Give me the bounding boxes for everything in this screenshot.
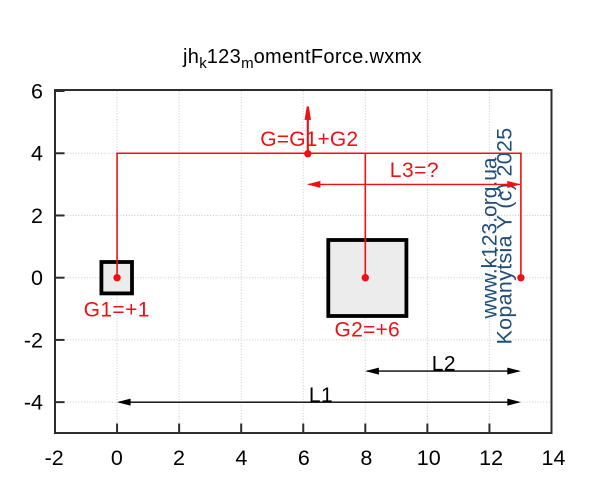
svg-text:G1=+1: G1=+1 <box>84 299 150 322</box>
svg-text:G=G1+G2: G=G1+G2 <box>260 128 358 151</box>
svg-text:-2: -2 <box>45 446 64 470</box>
svg-text:10: 10 <box>417 446 441 470</box>
svg-text:8: 8 <box>360 446 372 470</box>
svg-text:L2: L2 <box>432 353 456 376</box>
svg-text:2: 2 <box>31 204 43 228</box>
svg-text:L1: L1 <box>309 384 333 407</box>
svg-text:12: 12 <box>479 446 503 470</box>
svg-text:2: 2 <box>173 446 185 470</box>
svg-text:14: 14 <box>542 446 566 470</box>
svg-text:-4: -4 <box>24 391 43 415</box>
svg-text:-2: -2 <box>24 328 43 352</box>
svg-text:Kopanytsia Y (c) 2025: Kopanytsia Y (c) 2025 <box>492 127 516 344</box>
svg-text:4: 4 <box>31 142 43 166</box>
svg-text:jhk123momentForce.wxmx: jhk123momentForce.wxmx <box>182 46 422 72</box>
svg-text:4: 4 <box>235 446 247 470</box>
svg-text:www.k123.org.ua: www.k123.org.ua <box>479 157 502 319</box>
svg-text:0: 0 <box>31 266 43 290</box>
svg-text:L3=?: L3=? <box>390 159 439 182</box>
svg-text:0: 0 <box>111 446 123 470</box>
svg-text:6: 6 <box>31 79 43 103</box>
svg-text:6: 6 <box>298 446 310 470</box>
svg-text:G2=+6: G2=+6 <box>335 319 400 342</box>
